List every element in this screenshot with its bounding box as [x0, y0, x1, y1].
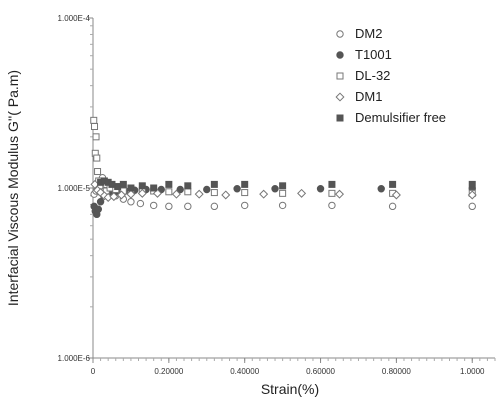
data-point — [377, 185, 385, 193]
data-point — [241, 180, 249, 188]
data-point — [328, 180, 336, 188]
y-tick-label: 1.000E-4 — [58, 14, 91, 23]
y-tick-label: 1.000E-6 — [58, 354, 91, 363]
data-point — [165, 188, 173, 196]
legend-marker — [336, 51, 344, 59]
data-point — [210, 189, 218, 197]
data-point — [279, 189, 287, 197]
x-tick-label: 0.80000 — [382, 367, 411, 376]
y-minor-ticks — [90, 25, 93, 308]
data-point — [119, 180, 127, 188]
data-point — [335, 189, 345, 199]
data-point — [149, 201, 158, 210]
data-points — [90, 116, 477, 219]
legend-marker — [336, 30, 344, 38]
x-tick-label: 1.0000 — [460, 367, 485, 376]
x-tick-label: 0.60000 — [306, 367, 335, 376]
y-ticks: 1.000E-4 1.000E-5 1.000E-6 — [58, 14, 93, 363]
legend-label: DM1 — [355, 89, 382, 104]
data-point — [96, 198, 105, 206]
data-point — [108, 180, 116, 188]
data-point — [93, 154, 101, 162]
legend-label: DM2 — [355, 26, 382, 41]
data-point — [259, 189, 269, 199]
data-point — [388, 202, 397, 211]
data-point — [176, 185, 184, 194]
data-point — [165, 180, 173, 188]
x-tick-label: 0 — [91, 367, 96, 376]
data-point — [194, 189, 204, 199]
data-point — [184, 202, 192, 211]
data-point — [137, 188, 147, 198]
data-point — [316, 185, 325, 193]
x-tick-label: 0.20000 — [154, 367, 183, 376]
data-point — [91, 123, 99, 131]
data-point — [328, 201, 336, 210]
data-point — [240, 201, 249, 210]
data-point — [138, 182, 146, 190]
data-point — [279, 182, 287, 190]
data-point — [165, 202, 173, 211]
x-tick-label: 0.40000 — [230, 367, 259, 376]
data-point — [297, 188, 307, 198]
legend-marker — [335, 92, 345, 102]
data-point — [328, 189, 336, 197]
data-point — [127, 198, 135, 206]
data-point — [278, 201, 287, 210]
data-point — [90, 116, 98, 124]
data-point — [467, 190, 477, 200]
data-point — [233, 185, 241, 193]
data-point — [92, 133, 100, 141]
x-axis-label: Strain(%) — [261, 381, 319, 397]
data-point — [271, 185, 279, 193]
series-3 — [90, 179, 477, 202]
y-tick-label: 1.000E-5 — [58, 184, 91, 193]
data-point — [150, 184, 158, 192]
data-point — [468, 202, 476, 211]
legend-marker — [336, 114, 344, 122]
data-point — [94, 205, 103, 213]
data-point — [210, 202, 219, 211]
data-point — [116, 190, 126, 200]
data-point — [468, 180, 476, 188]
data-point — [184, 182, 192, 190]
data-point — [389, 180, 397, 188]
data-point — [241, 189, 249, 197]
data-point — [136, 199, 145, 208]
data-point — [152, 188, 162, 198]
legend-label: DL-32 — [355, 68, 390, 83]
data-point — [391, 190, 401, 200]
data-point — [126, 189, 136, 199]
data-point — [109, 192, 119, 202]
data-point — [127, 184, 135, 192]
legend-marker — [336, 72, 344, 80]
legend-label: Demulsifier free — [355, 110, 446, 125]
data-point — [221, 190, 231, 200]
y-axis-label: Interfacial Viscous Modulus G''( Pa.m) — [5, 70, 21, 306]
series-4 — [97, 177, 476, 192]
data-point — [94, 168, 102, 176]
legend-label: T1001 — [355, 47, 392, 62]
data-point — [184, 188, 192, 196]
data-point — [203, 185, 211, 194]
x-ticks: 0 0.20000 0.40000 0.60000 0.80000 1.0000 — [91, 358, 485, 376]
data-point — [171, 189, 181, 199]
legend: DM2 T1001 DL-32 DM1 Demulsifier free — [335, 26, 446, 125]
data-point — [114, 183, 122, 191]
data-point — [210, 180, 218, 188]
